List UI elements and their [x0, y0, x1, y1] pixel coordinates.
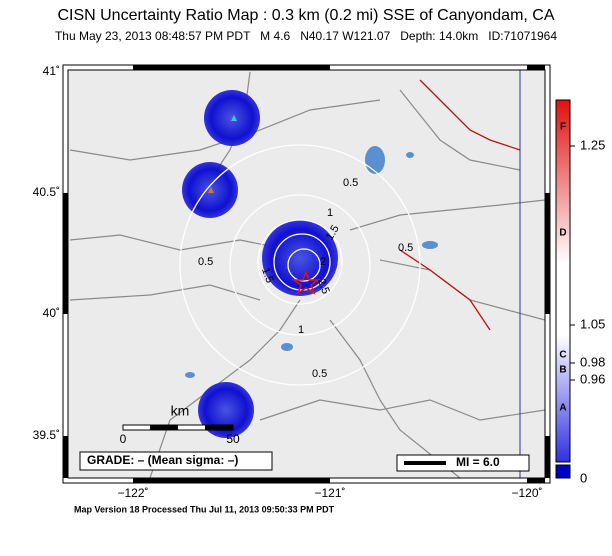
colorbar-values: 1.25 1.05 0.98 0.96 0 [570, 137, 605, 485]
colorbar-letters: F D C B A [559, 122, 566, 414]
road [399, 89, 521, 171]
map-frame: 41˚ 40.5˚ 40˚ 39.5˚ −122˚ −121˚ −120˚ [33, 64, 551, 500]
colorbar-min-box [555, 464, 571, 479]
map-area: 0.5 1 1.5 2 2.5 1.5 0.5 0.5 1 0.5 km 0 5… [68, 70, 545, 478]
scale-unit: km [171, 403, 190, 419]
contour-label: 1 [327, 207, 333, 219]
contour [229, 194, 371, 336]
colorbar-value: 1.05 [580, 316, 605, 331]
colorbar-letter: A [559, 403, 566, 414]
station-blob [204, 90, 260, 146]
lon-labels: −122˚ −121˚ −120˚ [117, 486, 542, 500]
frame-ticks [63, 65, 550, 483]
contour-label: 2.5 [315, 277, 332, 295]
station [208, 187, 214, 193]
frame-segment [527, 478, 545, 483]
colorbar-value: 0 [580, 470, 587, 485]
lake [365, 146, 385, 174]
frame-segment [63, 436, 68, 478]
road [69, 234, 291, 251]
contour-labels: 0.5 1 1.5 2 2.5 1.5 0.5 0.5 1 0.5 [198, 177, 413, 380]
frame-segment [545, 436, 550, 478]
colorbar-value: 0.96 [580, 371, 605, 386]
scale-end: 50 [226, 432, 240, 446]
road [259, 399, 545, 421]
contour [179, 144, 421, 386]
scale-bar-segment [205, 425, 233, 430]
scale-bar-segment [150, 425, 178, 430]
contour-label: 2 [320, 256, 326, 268]
frame-segment [133, 65, 330, 70]
scale-start: 0 [120, 432, 127, 446]
intensity-box [396, 454, 530, 472]
grade: GRADE: – (Mean sigma: –) [87, 453, 238, 467]
lon-label: −121˚ [314, 486, 345, 500]
frame-segment [545, 193, 550, 314]
lat-label: 40.5˚ [33, 185, 60, 199]
colorbar-scale [555, 99, 571, 463]
contour [257, 219, 343, 305]
lon-label: −122˚ [117, 486, 148, 500]
colorbar-letter: B [559, 365, 566, 376]
lake [185, 372, 195, 378]
lat-label: 40˚ [43, 306, 60, 320]
grade-box [79, 451, 273, 471]
contour [287, 248, 321, 282]
faults [399, 79, 521, 331]
frame-segment [527, 65, 545, 70]
road [349, 199, 545, 231]
frame-segment [133, 478, 330, 483]
lon-label: −120˚ [511, 486, 542, 500]
contour-label: 0.5 [398, 242, 413, 254]
footer: Map Version 18 Processed Thu Jul 11, 201… [74, 504, 335, 514]
station-blob [198, 382, 254, 438]
lake [422, 241, 438, 249]
contour-label: 1.5 [259, 266, 276, 284]
lake [281, 343, 293, 351]
frame-segment [63, 193, 68, 314]
lake [406, 152, 414, 158]
road [329, 319, 461, 478]
contours [179, 144, 421, 386]
colorbar-value: 1.25 [580, 137, 605, 152]
colorbar-letter: D [559, 228, 566, 239]
lat-label: 39.5˚ [33, 428, 60, 442]
intensity-line [404, 461, 446, 465]
intensity: MI = 6.0 [456, 455, 500, 469]
contour-label: 0.5 [312, 368, 327, 380]
fault [399, 249, 491, 331]
contour-label: 0.5 [343, 177, 358, 189]
colorbar-value: 0.98 [580, 354, 605, 369]
contour-label: 1 [298, 324, 304, 336]
title: CISN Uncertainty Ratio Map : 0.3 km (0.2… [57, 7, 554, 24]
colorbar: F D C B A 1.25 1.05 0.98 0.96 0 [555, 99, 605, 485]
lat-label: 41˚ [43, 64, 60, 78]
subtitle: Thu May 23, 2013 08:48:57 PM PDT M 4.6 N… [55, 29, 557, 43]
colorbar-letter: F [560, 122, 566, 133]
fault [419, 79, 521, 151]
lat-labels: 41˚ 40.5˚ 40˚ 39.5˚ [33, 64, 60, 442]
colorbar-letter: C [559, 350, 566, 361]
contour-label: 0.5 [198, 256, 213, 268]
epicenter [291, 269, 321, 295]
scale-bar: km 0 50 [120, 403, 240, 446]
station [231, 115, 237, 121]
